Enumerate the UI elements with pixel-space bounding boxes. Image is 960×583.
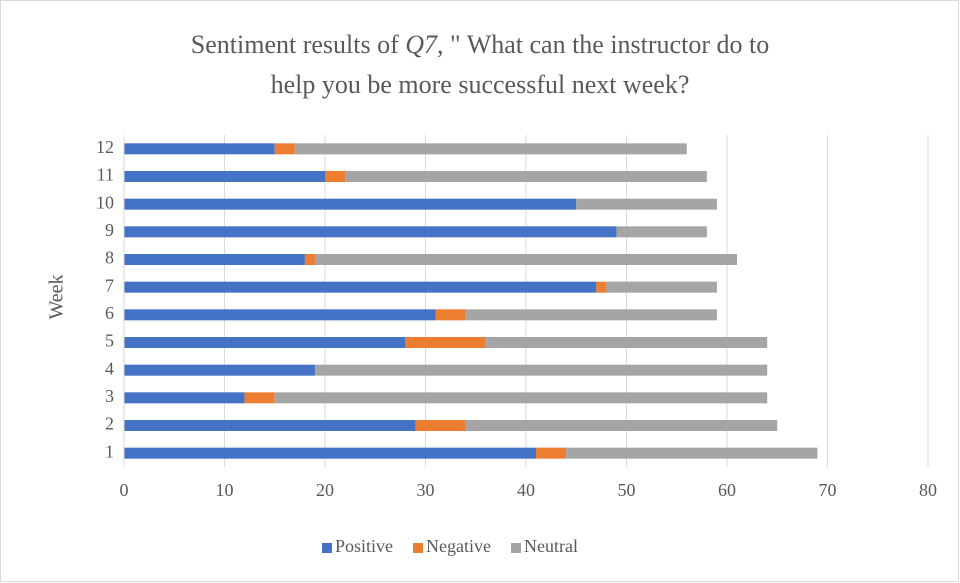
bar-segment xyxy=(124,198,577,210)
y-tick-label: 7 xyxy=(105,275,114,295)
x-tick-label: 60 xyxy=(718,480,736,500)
bar-segment xyxy=(124,392,245,404)
bar-segment xyxy=(314,254,738,265)
x-tick-label: 80 xyxy=(919,480,937,500)
bar-segment xyxy=(124,309,436,321)
x-tick-label: 50 xyxy=(618,480,636,500)
bar-segment xyxy=(124,254,305,265)
bar-segment xyxy=(465,309,717,321)
legend-swatch xyxy=(322,543,332,553)
bar-segment xyxy=(124,364,315,376)
x-tick-label: 10 xyxy=(216,480,234,500)
bar-segment xyxy=(465,420,778,431)
bar-segment xyxy=(576,198,717,210)
bar-segment xyxy=(124,420,416,431)
x-tick-label: 40 xyxy=(517,480,535,500)
bar-segment xyxy=(415,420,466,431)
bar-segment xyxy=(274,392,768,404)
y-tick-label: 3 xyxy=(105,386,114,406)
bar-segment xyxy=(405,337,486,348)
y-tick-label: 6 xyxy=(105,303,114,323)
y-tick-label: 5 xyxy=(105,331,114,351)
bar-segment xyxy=(124,447,537,459)
legend-label: Negative xyxy=(426,536,491,556)
chart-title: Sentiment results of Q7, " What can the … xyxy=(191,30,769,59)
bar-segment xyxy=(566,447,818,459)
bar-segment xyxy=(596,281,607,293)
legend-label: Neutral xyxy=(524,536,578,556)
bar-segment xyxy=(124,281,597,293)
y-axis-title: Week xyxy=(46,274,68,319)
x-tick-label: 0 xyxy=(120,480,129,500)
bar-segment xyxy=(124,143,275,155)
y-tick-label: 10 xyxy=(96,192,114,212)
x-tick-label: 70 xyxy=(819,480,837,500)
bar-segment xyxy=(345,171,707,182)
legend-label: Positive xyxy=(335,536,393,556)
y-tick-label: 4 xyxy=(105,358,114,378)
x-tick-label: 30 xyxy=(417,480,435,500)
y-tick-label: 1 xyxy=(105,441,114,461)
bar-segment xyxy=(124,171,325,182)
bar-segment xyxy=(124,337,406,348)
bar-segment xyxy=(325,171,346,182)
y-tick-label: 11 xyxy=(97,165,114,185)
bar-segment xyxy=(616,226,707,238)
y-tick-label: 8 xyxy=(105,248,114,268)
y-tick-label: 9 xyxy=(105,220,114,240)
x-tick-label: 20 xyxy=(316,480,334,500)
y-tick-label: 12 xyxy=(96,137,114,157)
title-part: , " What can the instructor do to xyxy=(437,30,769,59)
chart-title: help you be more successful next week? xyxy=(271,70,690,99)
bar-segment xyxy=(294,143,687,155)
bar-segment xyxy=(536,447,567,459)
bar-segment xyxy=(314,364,768,376)
bar-segment xyxy=(435,309,466,321)
bar-segment xyxy=(244,392,275,404)
bar-segment xyxy=(274,143,295,155)
legend-swatch xyxy=(510,543,521,553)
bar-segment xyxy=(124,226,617,238)
bar-segment xyxy=(304,254,315,265)
y-tick-label: 2 xyxy=(105,414,114,434)
bar-segment xyxy=(606,281,717,293)
bar-segment xyxy=(485,337,768,348)
title-part: Q7 xyxy=(405,30,438,59)
legend-swatch xyxy=(413,543,424,553)
title-part: Sentiment results of xyxy=(191,30,405,59)
